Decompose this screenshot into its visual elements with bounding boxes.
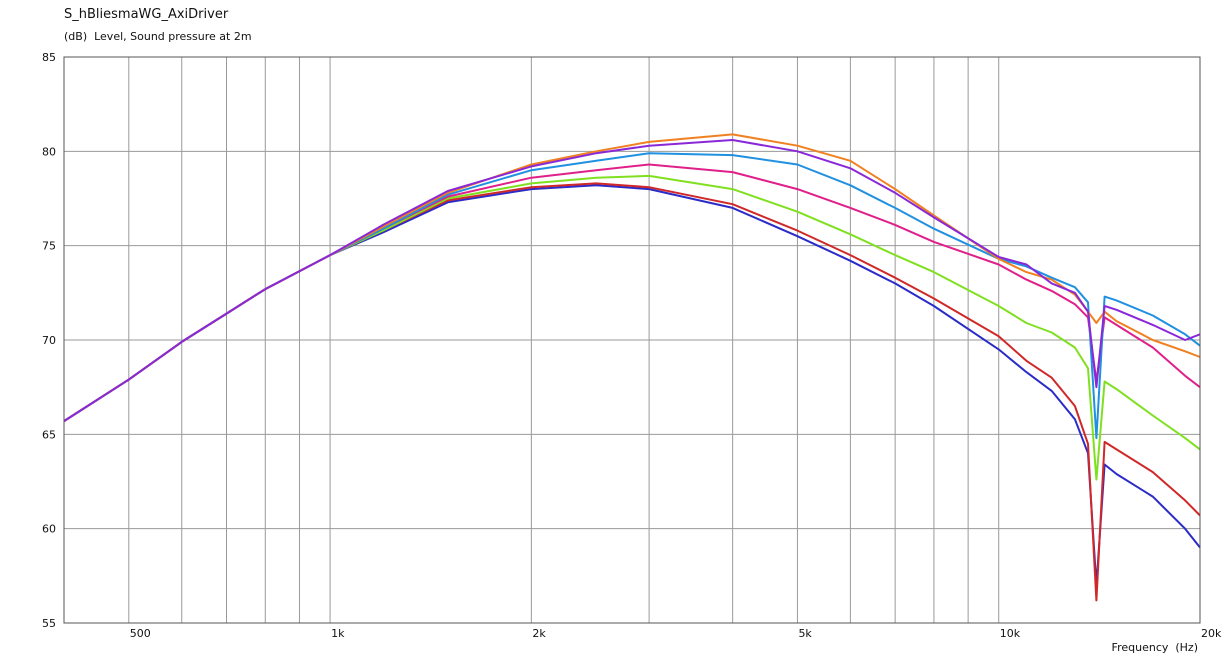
- y-tick-label: 60: [42, 523, 56, 536]
- x-tick-label: 10k: [1000, 627, 1021, 640]
- x-tick-label: 500: [130, 627, 151, 640]
- y-tick-label: 70: [42, 334, 56, 347]
- x-tick-label: 2k: [532, 627, 546, 640]
- y-tick-label: 65: [42, 428, 56, 441]
- series-line: [63, 139, 1201, 422]
- y-tick-label: 85: [42, 51, 56, 64]
- x-tick-label: 20k: [1201, 627, 1222, 640]
- chart-subtitle: (dB) Level, Sound pressure at 2m: [64, 30, 252, 43]
- plot-border: [63, 56, 1201, 624]
- x-tick-label: 5k: [798, 627, 812, 640]
- x-tick-label: 1k: [331, 627, 345, 640]
- y-tick-label: 55: [42, 617, 56, 630]
- x-axis-label: Frequency (Hz): [1112, 641, 1198, 654]
- y-tick-label: 75: [42, 240, 56, 253]
- chart-title: S_hBliesmaWG_AxiDriver: [64, 7, 229, 22]
- y-tick-label: 80: [42, 145, 56, 158]
